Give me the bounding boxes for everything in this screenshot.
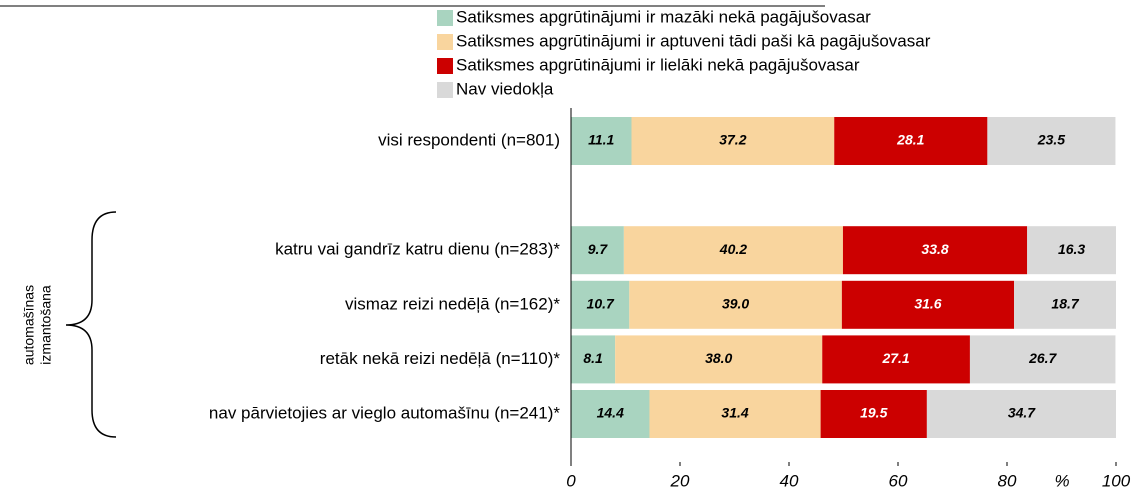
bar-segment bbox=[987, 117, 1116, 165]
bar-segment bbox=[571, 335, 616, 384]
bar-segment bbox=[842, 226, 1028, 275]
value-label: 11.1 bbox=[588, 132, 614, 148]
bar-segment bbox=[834, 117, 988, 165]
value-label: 38.0 bbox=[705, 350, 732, 366]
value-label: 34.7 bbox=[1008, 405, 1036, 421]
legend-swatch bbox=[437, 82, 453, 98]
legend-swatch bbox=[437, 58, 453, 74]
category-label: retāk nekā reizi nedēļā (n=110)* bbox=[320, 349, 561, 368]
legend-label: Satiksmes apgrūtinājumi ir mazāki nekā p… bbox=[456, 7, 871, 26]
category-label: vismaz reizi nedēļā (n=162)* bbox=[345, 294, 560, 313]
x-tick-label: 60 bbox=[889, 471, 908, 490]
value-label: 37.2 bbox=[719, 132, 746, 148]
value-label: 23.5 bbox=[1037, 132, 1065, 148]
value-label: 10.7 bbox=[587, 296, 615, 312]
bar-segment bbox=[571, 226, 624, 275]
bar-segment bbox=[1014, 280, 1116, 329]
legend-label: Satiksmes apgrūtinājumi ir lielāki nekā … bbox=[456, 55, 860, 74]
category-label: visi respondenti (n=801) bbox=[378, 130, 560, 149]
value-label: 28.1 bbox=[896, 132, 924, 148]
value-label: 14.4 bbox=[597, 405, 624, 421]
bar-segment bbox=[631, 117, 835, 165]
value-label: 19.5 bbox=[860, 405, 887, 421]
bar-segment bbox=[1027, 226, 1116, 275]
legend-label: Nav viedokļa bbox=[456, 79, 554, 98]
value-label: 31.4 bbox=[721, 405, 748, 421]
brace bbox=[65, 211, 117, 438]
bar-segment bbox=[969, 335, 1116, 384]
legend-label: Satiksmes apgrūtinājumi ir aptuveni tādi… bbox=[456, 31, 931, 50]
bar-segment bbox=[822, 335, 970, 384]
bar-segment bbox=[820, 390, 927, 438]
x-axis-label: % bbox=[1054, 471, 1069, 490]
bar-segment bbox=[571, 390, 650, 438]
bar-segment bbox=[649, 390, 821, 438]
value-label: 9.7 bbox=[588, 241, 609, 257]
bar-segment bbox=[571, 117, 632, 165]
x-tick-label: 0 bbox=[566, 471, 576, 490]
value-label: 39.0 bbox=[722, 296, 749, 312]
x-tick-label: 80 bbox=[998, 471, 1017, 490]
category-label: nav pārvietojies ar vieglo automašīnu (n… bbox=[209, 403, 560, 422]
annotation: izmantošana bbox=[38, 285, 54, 365]
value-label: 40.2 bbox=[719, 241, 747, 257]
value-label: 8.1 bbox=[583, 350, 603, 366]
value-label: 18.7 bbox=[1051, 296, 1079, 312]
bar-segment bbox=[629, 280, 842, 329]
value-label: 31.6 bbox=[914, 296, 941, 312]
value-label: 26.7 bbox=[1028, 350, 1057, 366]
bar-segment bbox=[926, 390, 1116, 438]
bar-segment bbox=[615, 335, 823, 384]
legend-swatch bbox=[437, 10, 453, 26]
value-label: 16.3 bbox=[1058, 241, 1085, 257]
legend-swatch bbox=[437, 34, 453, 50]
value-label: 33.8 bbox=[921, 241, 948, 257]
bar-segment bbox=[623, 226, 843, 275]
annotation: automašīnas bbox=[21, 285, 37, 365]
x-tick-label: 40 bbox=[780, 471, 799, 490]
bar-segment bbox=[571, 280, 630, 329]
x-tick-label: 100 bbox=[1102, 471, 1131, 490]
x-tick-label: 20 bbox=[670, 471, 690, 490]
bar-segment bbox=[841, 280, 1015, 329]
value-label: 27.1 bbox=[881, 350, 909, 366]
category-label: katru vai gandrīz katru dienu (n=283)* bbox=[275, 240, 560, 259]
